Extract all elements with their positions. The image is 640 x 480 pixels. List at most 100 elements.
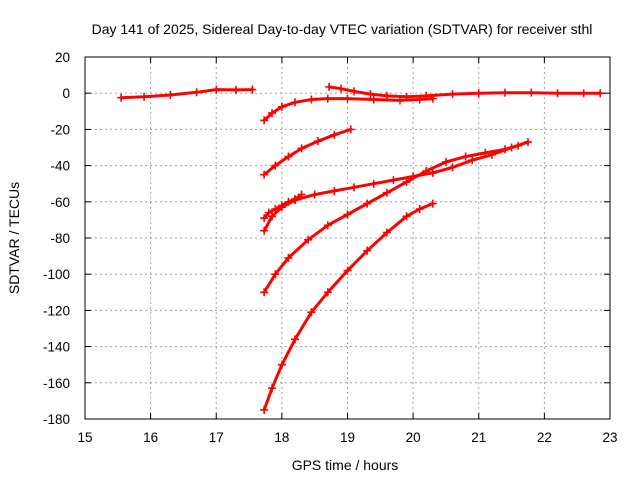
data-point bbox=[323, 288, 332, 297]
data-point bbox=[402, 177, 411, 186]
y-tick-label: -80 bbox=[50, 231, 70, 246]
data-point bbox=[284, 253, 293, 262]
data-point bbox=[396, 96, 404, 105]
data-point bbox=[231, 85, 240, 94]
data-point bbox=[448, 90, 457, 99]
data-point bbox=[140, 92, 149, 101]
series-arc-1 bbox=[117, 85, 257, 102]
series-arc-4 bbox=[260, 125, 355, 179]
series-arc-3 bbox=[260, 94, 437, 125]
y-axis-label: SDTVAR / TECUs bbox=[6, 182, 22, 294]
data-point bbox=[117, 93, 126, 102]
data-point bbox=[527, 88, 536, 97]
series-line bbox=[262, 144, 520, 294]
data-point bbox=[248, 85, 257, 94]
data-point bbox=[323, 221, 332, 230]
y-tick-label: -100 bbox=[43, 267, 70, 282]
series-group bbox=[117, 82, 605, 414]
series-arc-8 bbox=[260, 199, 437, 414]
data-point bbox=[260, 214, 269, 223]
data-point bbox=[271, 161, 280, 170]
data-point bbox=[343, 266, 352, 275]
data-point bbox=[330, 130, 339, 139]
data-point bbox=[346, 125, 355, 134]
x-tick-label: 20 bbox=[406, 430, 421, 445]
data-point bbox=[268, 384, 277, 393]
data-point bbox=[310, 190, 319, 199]
y-tick-label: 0 bbox=[62, 86, 70, 101]
data-point bbox=[268, 109, 277, 118]
series-arc-7 bbox=[260, 141, 523, 297]
axis-ticks: 15 16 17 18 19 20 21 22 23 20 0 -20 -40 -60 -80 -100 -12… bbox=[43, 50, 618, 445]
data-point bbox=[389, 176, 398, 185]
data-point bbox=[313, 137, 322, 146]
data-point bbox=[336, 84, 345, 93]
y-tick-label: -20 bbox=[50, 122, 70, 137]
data-point bbox=[307, 308, 316, 317]
data-point bbox=[481, 148, 490, 157]
data-point bbox=[323, 94, 332, 103]
chart-title: Day 141 of 2025, Sidereal Day-to-day VTE… bbox=[92, 21, 593, 37]
data-point bbox=[428, 199, 437, 208]
data-point bbox=[382, 188, 391, 197]
data-point bbox=[304, 235, 313, 244]
series-line bbox=[262, 202, 435, 412]
series-line bbox=[262, 127, 353, 177]
data-point bbox=[260, 226, 269, 235]
data-point bbox=[330, 186, 339, 195]
data-point bbox=[166, 91, 175, 100]
data-point bbox=[350, 87, 359, 96]
data-point bbox=[212, 85, 221, 94]
data-point bbox=[579, 89, 588, 98]
y-tick-label: -140 bbox=[43, 340, 70, 355]
data-point bbox=[382, 228, 391, 237]
y-tick-label: -160 bbox=[43, 376, 70, 391]
data-point bbox=[284, 152, 293, 161]
x-tick-label: 16 bbox=[143, 430, 158, 445]
data-point bbox=[428, 94, 437, 103]
data-point bbox=[514, 141, 523, 150]
data-point bbox=[291, 98, 299, 107]
data-point bbox=[343, 94, 352, 103]
x-tick-label: 17 bbox=[209, 430, 224, 445]
data-point bbox=[325, 82, 334, 91]
data-point bbox=[277, 360, 286, 369]
data-point bbox=[448, 163, 457, 172]
data-point bbox=[428, 168, 437, 177]
data-point bbox=[553, 89, 562, 98]
data-point bbox=[271, 270, 280, 279]
data-point bbox=[441, 157, 450, 166]
x-tick-label: 22 bbox=[537, 430, 552, 445]
data-point bbox=[415, 205, 424, 214]
series-line bbox=[262, 97, 435, 122]
data-point bbox=[192, 88, 201, 97]
data-point bbox=[402, 212, 411, 221]
y-tick-label: -180 bbox=[43, 412, 70, 427]
data-point bbox=[474, 89, 483, 98]
x-tick-label: 15 bbox=[77, 430, 92, 445]
data-point bbox=[363, 246, 372, 255]
y-tick-label: 20 bbox=[55, 50, 70, 65]
data-point bbox=[523, 138, 532, 147]
data-point bbox=[291, 335, 299, 344]
data-point bbox=[260, 288, 269, 297]
data-point bbox=[307, 95, 316, 104]
series-line bbox=[262, 140, 530, 233]
data-point bbox=[596, 89, 605, 98]
data-point bbox=[461, 152, 470, 161]
data-point bbox=[501, 145, 509, 154]
data-point bbox=[268, 212, 277, 221]
data-point bbox=[297, 144, 306, 153]
data-point bbox=[468, 156, 477, 165]
data-point bbox=[363, 199, 372, 208]
x-tick-label: 18 bbox=[274, 430, 289, 445]
x-tick-label: 21 bbox=[471, 430, 486, 445]
y-tick-label: -40 bbox=[50, 159, 70, 174]
x-axis-label: GPS time / hours bbox=[292, 457, 399, 473]
data-point bbox=[260, 405, 269, 414]
data-point bbox=[369, 95, 378, 104]
data-point bbox=[366, 90, 375, 99]
x-tick-label: 23 bbox=[602, 430, 617, 445]
y-tick-label: -120 bbox=[43, 303, 70, 318]
data-point bbox=[350, 183, 359, 192]
